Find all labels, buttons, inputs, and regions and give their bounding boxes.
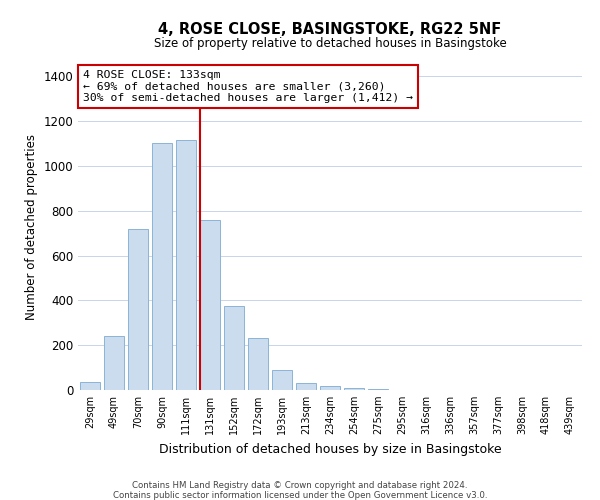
Bar	[152, 144, 172, 390]
Bar	[272, 370, 292, 390]
Bar	[176, 140, 196, 390]
Y-axis label: Number of detached properties: Number of detached properties	[25, 134, 38, 320]
Text: 4 ROSE CLOSE: 133sqm
← 69% of detached houses are smaller (3,260)
30% of semi-de: 4 ROSE CLOSE: 133sqm ← 69% of detached h…	[83, 70, 413, 103]
Bar	[200, 220, 220, 390]
Bar	[80, 382, 100, 390]
Bar	[128, 228, 148, 390]
Bar	[320, 386, 340, 390]
Bar	[104, 336, 124, 390]
Bar	[224, 306, 244, 390]
Text: Size of property relative to detached houses in Basingstoke: Size of property relative to detached ho…	[154, 38, 506, 51]
Bar	[296, 384, 316, 390]
Bar	[248, 338, 268, 390]
Text: Contains public sector information licensed under the Open Government Licence v3: Contains public sector information licen…	[113, 491, 487, 500]
Bar	[368, 389, 388, 390]
Text: 4, ROSE CLOSE, BASINGSTOKE, RG22 5NF: 4, ROSE CLOSE, BASINGSTOKE, RG22 5NF	[158, 22, 502, 38]
Bar	[344, 388, 364, 390]
X-axis label: Distribution of detached houses by size in Basingstoke: Distribution of detached houses by size …	[158, 442, 502, 456]
Text: Contains HM Land Registry data © Crown copyright and database right 2024.: Contains HM Land Registry data © Crown c…	[132, 481, 468, 490]
